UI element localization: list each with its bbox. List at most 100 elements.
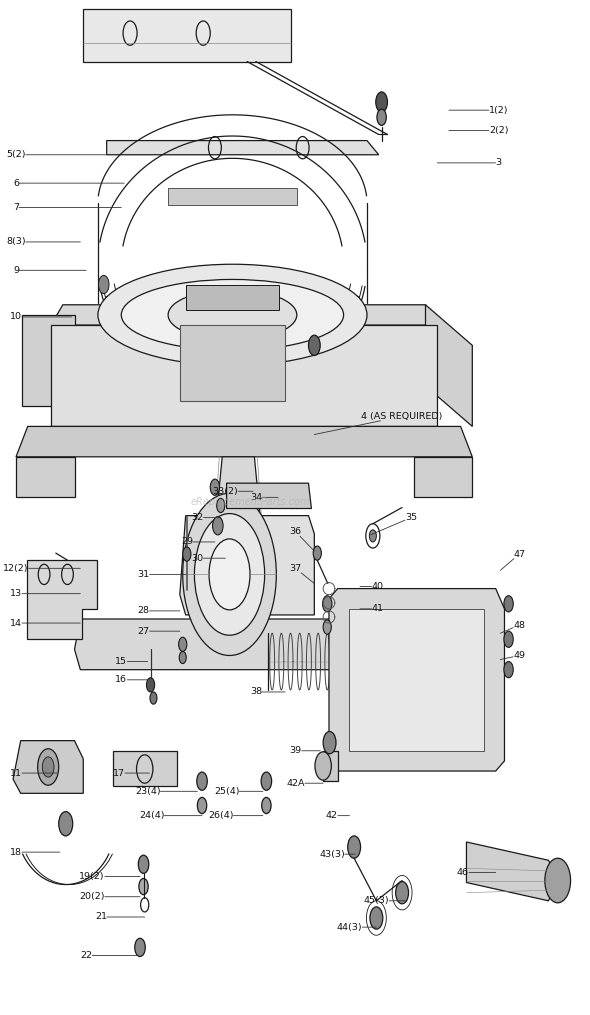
Text: 10: 10 (10, 313, 71, 322)
Text: 28: 28 (137, 606, 180, 615)
Circle shape (197, 798, 206, 814)
Polygon shape (217, 457, 260, 518)
Text: 3: 3 (437, 158, 502, 167)
Circle shape (195, 514, 265, 635)
Circle shape (377, 110, 386, 126)
Text: 16: 16 (115, 675, 148, 684)
Text: 19(2): 19(2) (79, 872, 140, 881)
Text: 46: 46 (457, 868, 496, 877)
Text: 8(3): 8(3) (6, 238, 80, 247)
Text: 2(2): 2(2) (449, 126, 509, 135)
Polygon shape (22, 315, 74, 406)
Circle shape (369, 530, 376, 542)
Text: 22: 22 (80, 951, 137, 960)
Circle shape (183, 547, 191, 561)
Text: 34: 34 (250, 493, 278, 501)
Text: 4 (AS REQUIRED): 4 (AS REQUIRED) (314, 412, 442, 434)
Text: 43(3): 43(3) (319, 850, 355, 859)
Circle shape (139, 878, 148, 894)
Text: 29: 29 (181, 538, 215, 546)
Text: 7: 7 (13, 203, 122, 212)
Text: 25(4): 25(4) (214, 787, 263, 796)
Circle shape (323, 596, 332, 612)
Circle shape (348, 836, 360, 859)
Polygon shape (16, 426, 473, 457)
Text: 12(2): 12(2) (4, 563, 80, 572)
Circle shape (370, 906, 383, 929)
Ellipse shape (168, 289, 297, 340)
Ellipse shape (122, 279, 343, 350)
Text: 9: 9 (13, 266, 86, 275)
Polygon shape (168, 188, 297, 205)
Ellipse shape (315, 752, 332, 781)
Text: 42A: 42A (286, 779, 323, 788)
Circle shape (146, 678, 155, 692)
Bar (186, 284, 279, 310)
Circle shape (376, 92, 388, 113)
Text: eReplacementParts.com: eReplacementParts.com (190, 497, 310, 508)
Text: 11: 11 (10, 768, 57, 777)
Circle shape (42, 757, 54, 777)
Circle shape (59, 812, 73, 836)
Polygon shape (467, 842, 560, 900)
Polygon shape (414, 457, 473, 497)
Text: 1(2): 1(2) (449, 106, 509, 115)
Text: 40: 40 (360, 582, 384, 591)
Circle shape (504, 596, 513, 612)
Circle shape (504, 662, 513, 678)
Text: 26(4): 26(4) (208, 811, 263, 820)
Circle shape (179, 637, 187, 652)
Polygon shape (180, 516, 314, 615)
Bar (349, 609, 484, 751)
Ellipse shape (98, 264, 367, 365)
Text: 41: 41 (360, 604, 384, 613)
Circle shape (504, 631, 513, 648)
Text: 15: 15 (115, 657, 148, 666)
Polygon shape (323, 751, 337, 782)
Circle shape (179, 652, 186, 664)
Text: 31: 31 (137, 569, 186, 579)
Polygon shape (16, 457, 74, 497)
Bar (180, 325, 285, 401)
Circle shape (138, 856, 149, 874)
Polygon shape (227, 483, 312, 509)
Polygon shape (51, 304, 437, 325)
Polygon shape (107, 140, 379, 154)
Circle shape (212, 517, 223, 535)
Circle shape (217, 498, 225, 513)
Text: 37: 37 (290, 563, 314, 584)
Text: 5(2): 5(2) (6, 150, 107, 159)
Text: 21: 21 (95, 912, 145, 922)
Circle shape (313, 546, 322, 560)
Text: 20(2): 20(2) (79, 892, 140, 901)
Circle shape (150, 692, 157, 704)
Polygon shape (83, 9, 291, 62)
Circle shape (261, 772, 271, 791)
Circle shape (99, 275, 109, 293)
Text: 32: 32 (191, 514, 221, 522)
Text: 6: 6 (13, 179, 124, 188)
Circle shape (323, 732, 336, 754)
Circle shape (262, 798, 271, 814)
Text: 42: 42 (326, 811, 349, 820)
Circle shape (38, 749, 59, 786)
Text: 27: 27 (137, 626, 180, 635)
Text: 49: 49 (500, 651, 525, 660)
Text: 30: 30 (191, 553, 225, 562)
Circle shape (209, 539, 250, 610)
Text: 33(2): 33(2) (212, 487, 253, 495)
Circle shape (309, 335, 320, 355)
Text: 14: 14 (10, 618, 80, 627)
Polygon shape (51, 325, 437, 426)
Polygon shape (74, 619, 385, 670)
Text: 17: 17 (113, 768, 149, 777)
Polygon shape (13, 741, 83, 794)
Text: 45(3): 45(3) (363, 896, 405, 905)
Text: 23(4): 23(4) (135, 787, 197, 796)
Text: 39: 39 (290, 746, 320, 755)
Polygon shape (27, 560, 97, 639)
Polygon shape (425, 304, 473, 426)
Text: 24(4): 24(4) (139, 811, 202, 820)
Text: 35: 35 (371, 514, 417, 535)
Circle shape (210, 479, 219, 495)
